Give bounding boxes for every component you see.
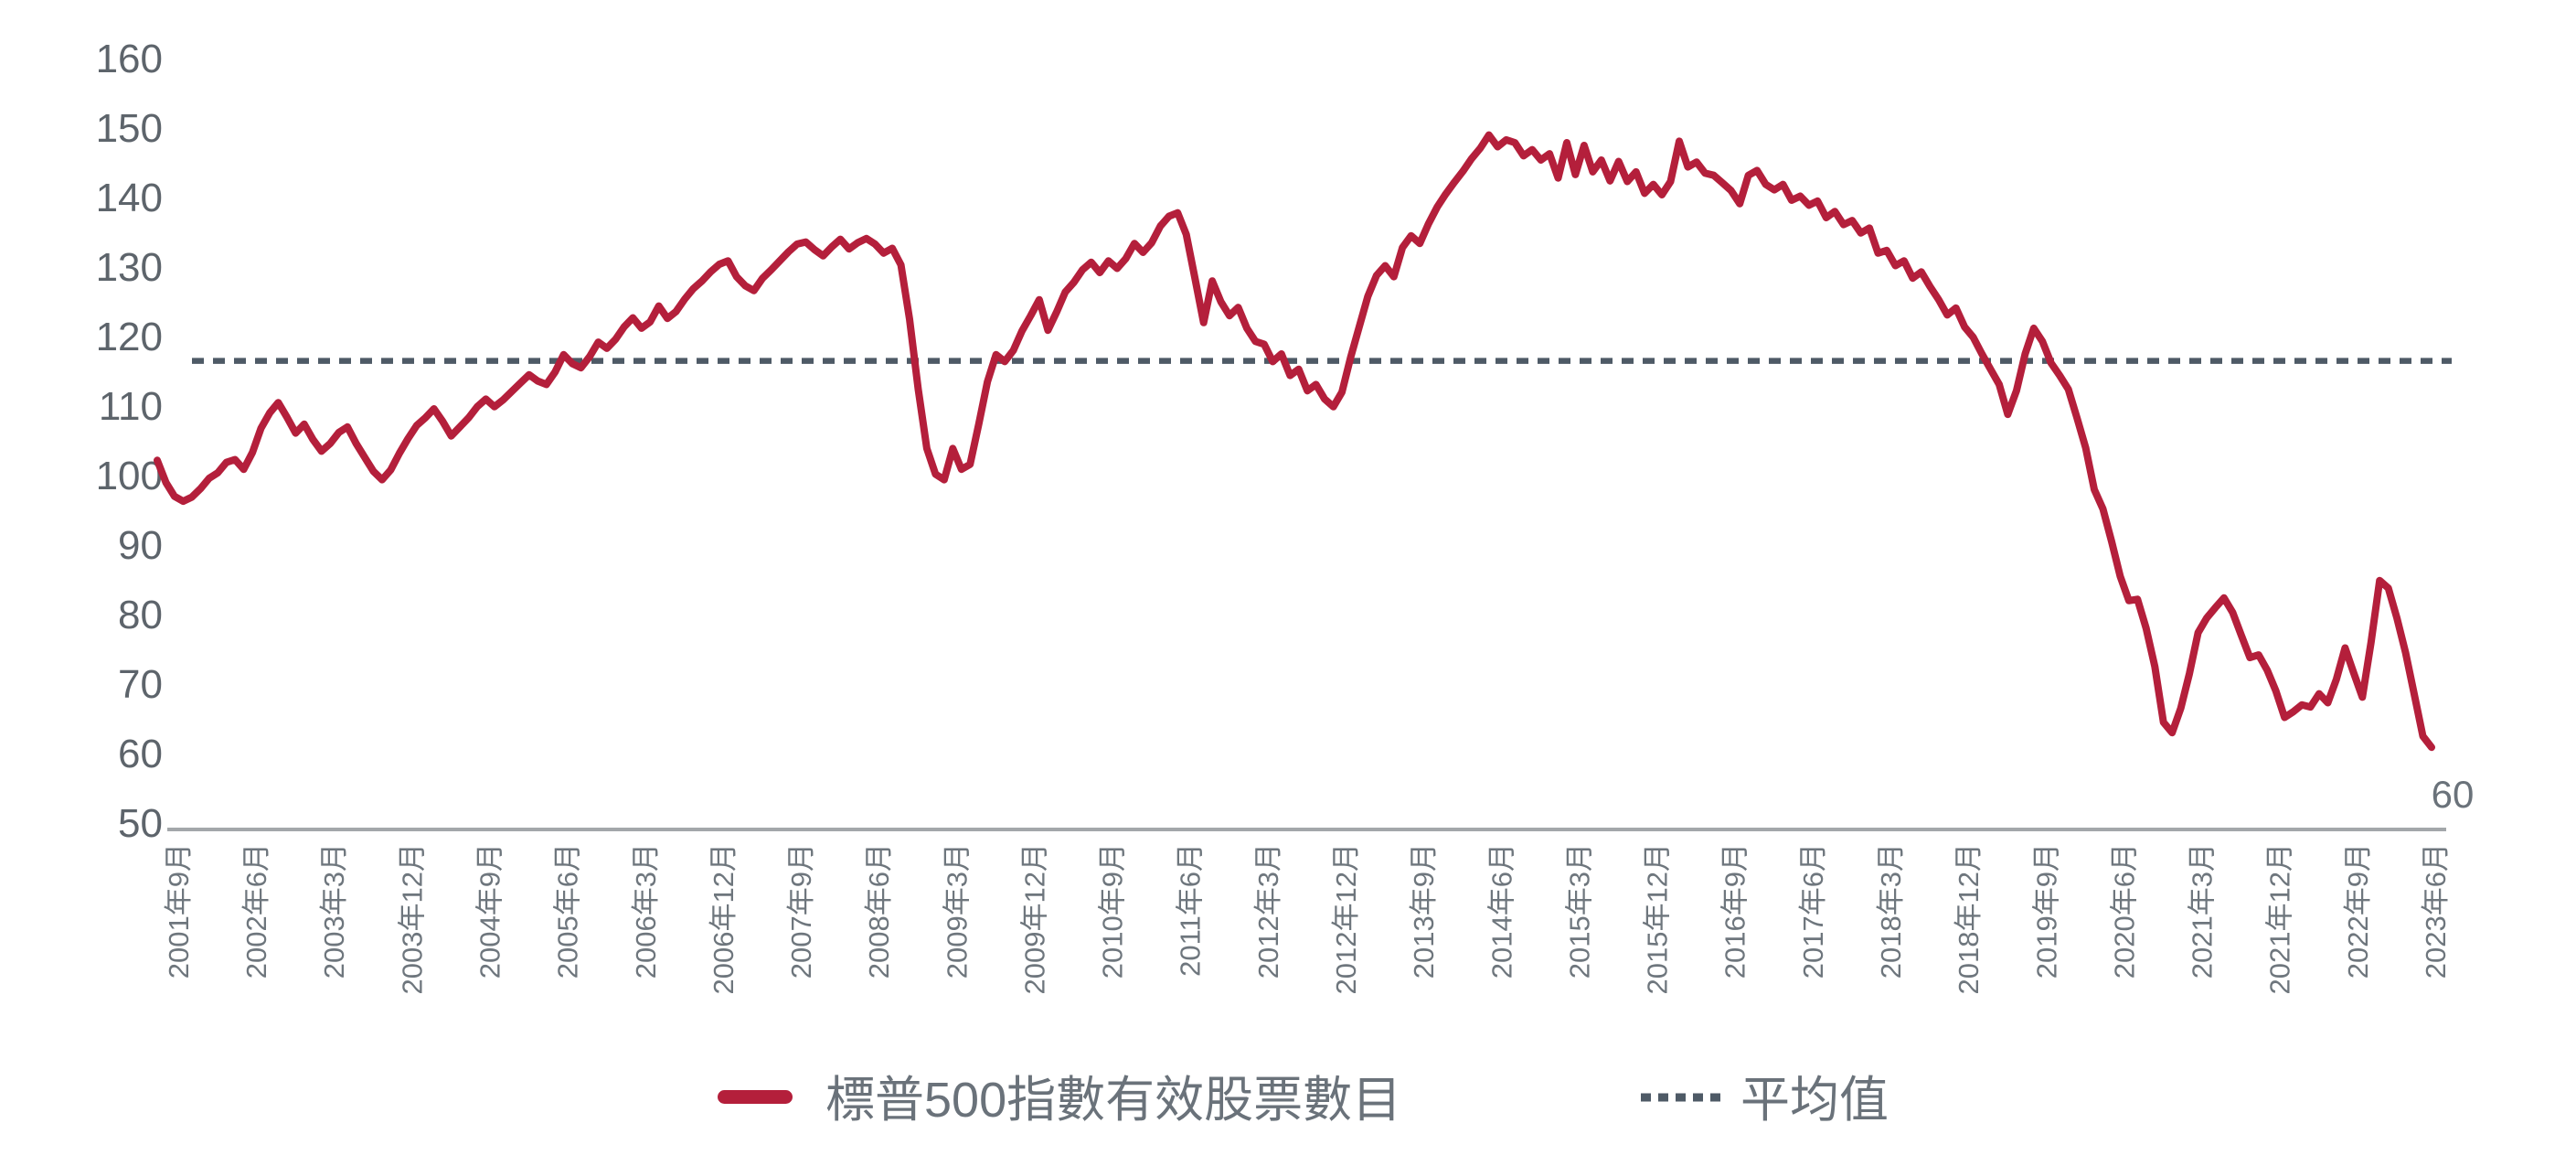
x-tick-label: 2015年12月 <box>1642 843 1674 994</box>
y-tick-label: 90 <box>118 523 163 568</box>
x-tick-label: 2021年12月 <box>2264 843 2296 994</box>
legend: 標普500指數有效股票數目 平均值 <box>718 1073 1889 1128</box>
x-axis-labels: 2001年9月 2002年6月 2003年3月 2003年12月 2004年9月 2005… <box>163 843 2452 994</box>
y-tick-label: 130 <box>96 245 163 290</box>
x-tick-label: 2016年9月 <box>1719 843 1751 979</box>
y-tick-label: 80 <box>118 593 163 637</box>
y-tick-label: 70 <box>118 662 163 707</box>
x-tick-label: 2022年9月 <box>2342 843 2374 979</box>
x-tick-label: 2019年9月 <box>2030 843 2062 979</box>
x-tick-label: 2006年12月 <box>708 843 740 994</box>
x-tick-label: 2018年12月 <box>1953 843 1985 994</box>
series-polyline <box>154 131 2435 752</box>
x-tick-label: 2009年3月 <box>941 843 973 979</box>
x-tick-label: 2018年3月 <box>1875 843 1907 979</box>
x-tick-label: 2009年12月 <box>1019 843 1051 994</box>
legend-series-swatch <box>718 1090 793 1104</box>
y-tick-label: 120 <box>96 315 163 359</box>
x-tick-label: 2002年6月 <box>240 843 272 979</box>
x-tick-label: 2021年3月 <box>2187 843 2219 979</box>
series-line <box>154 131 2435 752</box>
y-axis-labels: 160 150 140 130 120 110 100 90 80 70 60 50 <box>96 37 163 846</box>
y-tick-label: 140 <box>96 176 163 220</box>
x-tick-label: 2013年9月 <box>1408 843 1440 979</box>
x-tick-label: 2004年9月 <box>474 843 506 979</box>
y-tick-label: 50 <box>118 801 163 846</box>
y-tick-label: 110 <box>99 384 163 429</box>
x-tick-label: 2005年6月 <box>552 843 584 979</box>
x-tick-label: 2012年3月 <box>1252 843 1284 979</box>
x-tick-label: 2014年6月 <box>1485 843 1517 979</box>
x-tick-label: 2003年3月 <box>318 843 350 979</box>
y-tick-label: 160 <box>96 37 163 81</box>
x-tick-label: 2011年6月 <box>1175 843 1207 977</box>
x-tick-label: 2012年12月 <box>1330 843 1362 994</box>
x-tick-label: 2003年12月 <box>396 843 428 994</box>
x-tick-label: 2023年6月 <box>2420 843 2452 979</box>
x-tick-label: 2008年6月 <box>863 843 895 979</box>
legend-average-label: 平均值 <box>1740 1073 1889 1128</box>
legend-series-label: 標普500指數有效股票數目 <box>825 1073 1401 1128</box>
x-tick-label: 2017年6月 <box>1797 843 1829 979</box>
y-tick-label: 150 <box>96 106 163 151</box>
end-value-annotation: 60 <box>2432 773 2475 816</box>
x-tick-label: 2001年9月 <box>163 843 195 979</box>
x-tick-label: 2015年3月 <box>1563 843 1595 979</box>
x-tick-label: 2010年9月 <box>1097 843 1129 979</box>
y-tick-label: 100 <box>96 454 163 498</box>
x-tick-label: 2020年6月 <box>2108 843 2140 979</box>
x-tick-label: 2007年9月 <box>785 843 817 979</box>
y-tick-label: 60 <box>118 732 163 776</box>
x-tick-label: 2006年3月 <box>630 843 662 979</box>
